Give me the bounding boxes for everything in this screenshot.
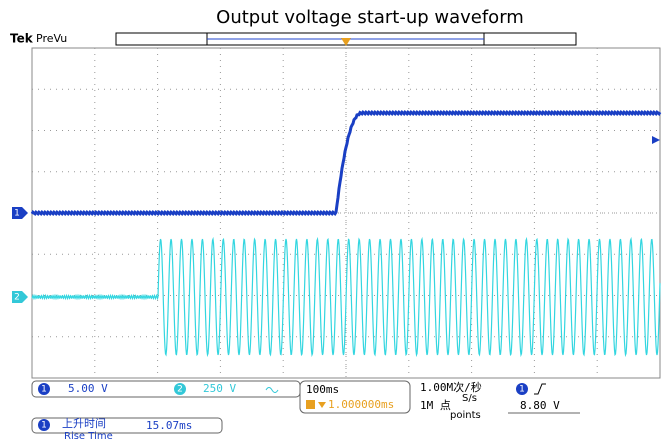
ch2-marker: 2 [14,293,20,303]
record-length-en: points [450,410,481,421]
trigger-delay: 1.000000ms [328,398,394,411]
waveforms [30,109,662,358]
ch1-label: 1 [41,385,47,395]
measure-source: 1 [41,421,47,431]
sample-rate: 1.00M次/秒 [420,380,482,394]
ch1-marker: 1 [14,209,20,219]
mode: PreVu [36,32,67,45]
ch1-trace [30,109,662,217]
ch2-label: 2 [177,385,183,395]
ch1-scale: 5.00 V [68,382,108,395]
ch2-scale: 250 V [203,382,236,395]
measure-name: 上升时间 [62,417,106,430]
trigger-level: 8.80 V [520,399,560,412]
channel-markers: 1 2 [12,136,660,303]
title: Output voltage start-up waveform [216,7,524,28]
sample-rate-en: S/s [462,393,477,404]
trigger-source: 1 [519,385,525,395]
timebase-scale: 100ms [306,383,339,396]
measure-value: 15.07ms [146,419,192,432]
ch2-trace [31,236,661,358]
brand: Tek [10,32,34,46]
info-panel: 1 5.00 V 2 250 V 100ms 1.000000ms 1.00M次… [31,380,580,441]
record-length: 1M 点 [420,399,451,412]
measure-name-en: Rise Time [64,431,113,441]
